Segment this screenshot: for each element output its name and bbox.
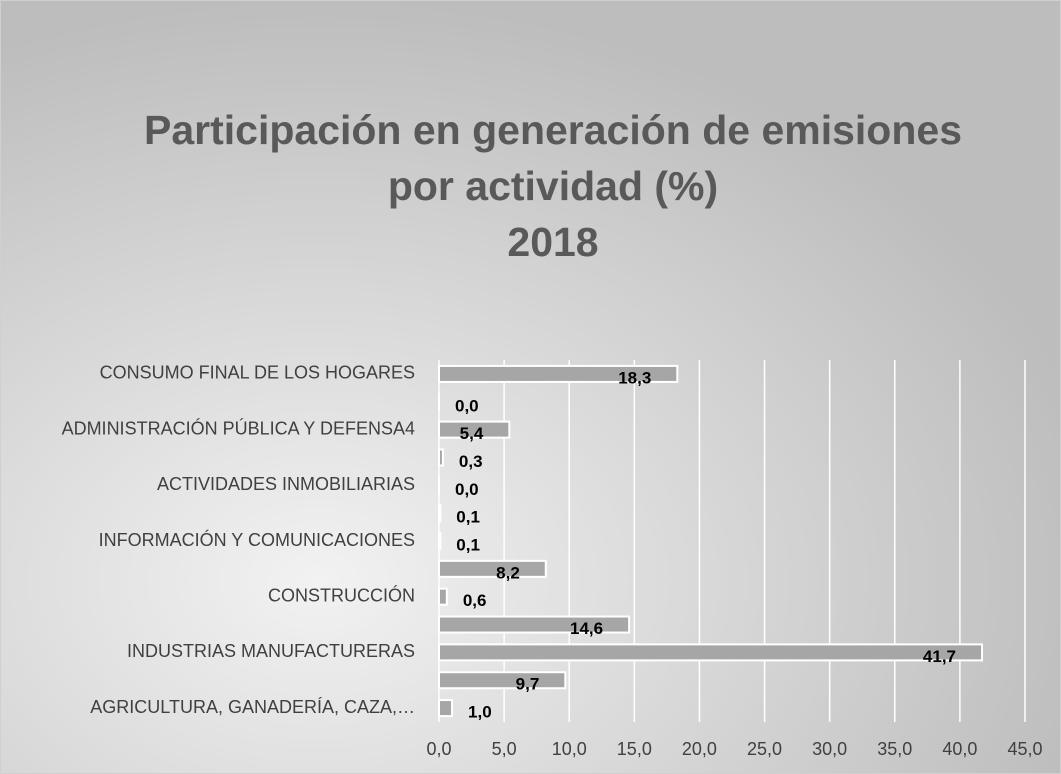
y-tick-label: INFORMACIÓN Y COMUNICACIONES [99,529,415,550]
value-label: 0,0 [455,480,479,499]
value-label: 9,7 [516,675,540,694]
value-label: 0,3 [459,452,483,471]
x-tick-label: 15,0 [617,739,652,759]
value-label: 0,1 [456,535,480,554]
x-tick-label: 10,0 [552,739,587,759]
y-tick-label: INDUSTRIAS MANUFACTURERAS [127,641,415,661]
value-label: 0,0 [455,396,479,415]
bar [438,671,567,690]
y-tick-label: ADMINISTRACIÓN PÚBLICA Y DEFENSA4 [62,417,415,438]
bar [438,448,444,467]
bar [438,615,631,634]
value-label: 8,2 [496,563,520,582]
chart-title: 2018 [507,219,598,265]
x-tick-label: 20,0 [682,739,717,759]
x-tick-label: 40,0 [942,739,977,759]
value-label: 1,0 [468,703,492,722]
x-tick-label: 30,0 [812,739,847,759]
bar [438,420,511,439]
bar [438,643,984,662]
value-label: 18,3 [618,368,651,387]
bar [438,699,454,718]
bar [438,559,547,578]
value-label: 0,1 [456,508,480,527]
bar [438,364,679,383]
bar [438,504,442,523]
chart-title: por actividad (%) [388,163,718,209]
y-tick-label: AGRICULTURA, GANADERÍA, CAZA,… [90,697,415,717]
chart-title: Participación en generación de emisiones [144,107,962,153]
x-tick-label: 35,0 [877,739,912,759]
value-label: 41,7 [923,647,956,666]
bar [438,587,448,606]
value-label: 5,4 [460,424,484,443]
x-tick-label: 5,0 [492,739,517,759]
y-tick-label: CONSTRUCCIÓN [268,584,415,605]
x-tick-label: 25,0 [747,739,782,759]
x-tick-label: 45,0 [1007,739,1042,759]
y-tick-label: CONSUMO FINAL DE LOS HOGARES [100,363,415,383]
value-label: 0,6 [463,591,487,610]
x-tick-label: 0,0 [426,739,451,759]
y-tick-label: ACTIVIDADES INMOBILIARIAS [157,474,415,494]
value-label: 14,6 [570,619,603,638]
bar [438,532,442,550]
